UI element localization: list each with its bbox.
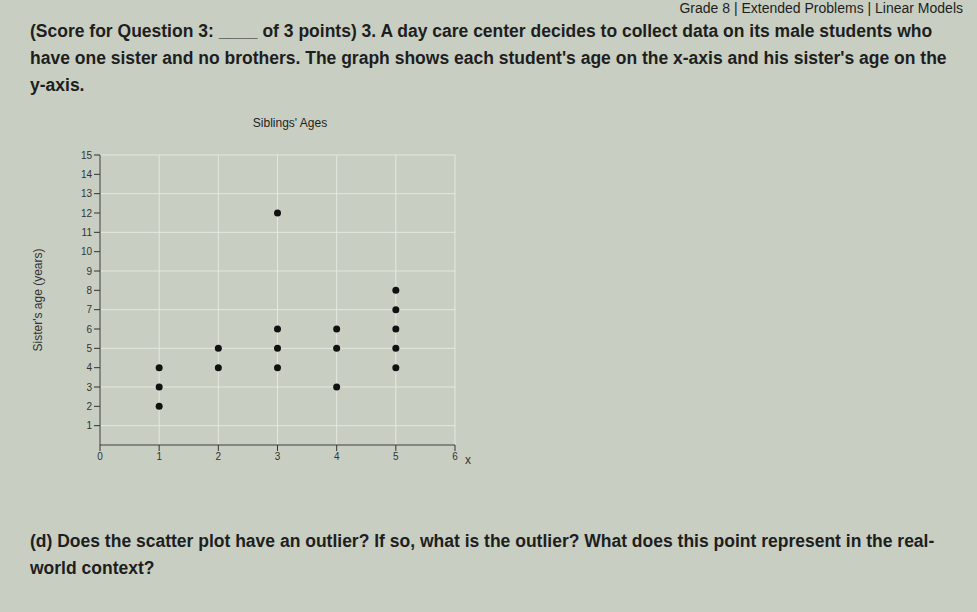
svg-text:x: x (465, 453, 471, 467)
svg-text:6: 6 (86, 324, 92, 335)
svg-text:7: 7 (86, 304, 92, 315)
svg-text:12: 12 (81, 208, 93, 219)
svg-text:3: 3 (86, 382, 92, 393)
svg-text:9: 9 (86, 266, 92, 277)
svg-text:11: 11 (82, 227, 93, 238)
svg-text:10: 10 (81, 246, 93, 257)
svg-text:4: 4 (334, 451, 340, 462)
svg-text:8: 8 (86, 285, 92, 296)
svg-text:6: 6 (452, 451, 458, 462)
html-text:(Score for Question 3: ____ of: (Score for Question 3: ____ of 3 points)… (30, 21, 947, 95)
html-text:Siblings' Ages: Siblings' Ages (252, 116, 328, 130)
svg-text:2: 2 (86, 401, 92, 412)
svg-text:13: 13 (81, 188, 93, 199)
svg-text:5: 5 (86, 343, 92, 354)
svg-text:5: 5 (393, 451, 399, 462)
html-text:Grade 8 | Extended Problems |: Grade 8 | Extended Problems | Linear Mod… (679, 0, 963, 16)
svg-text:2: 2 (216, 451, 222, 462)
svg-text:14: 14 (81, 169, 93, 180)
html-text:(d) Does the scatter plot have: (d) Does the scatter plot have an outlie… (30, 531, 935, 578)
svg-text:15: 15 (81, 150, 93, 161)
svg-text:4: 4 (86, 362, 92, 373)
svg-text:3: 3 (275, 451, 281, 462)
svg-text:0: 0 (97, 451, 103, 462)
svg-text:Sister's age (years): Sister's age (years) (31, 249, 45, 352)
svg-text:1: 1 (156, 451, 162, 462)
svg-text:1: 1 (86, 420, 92, 431)
